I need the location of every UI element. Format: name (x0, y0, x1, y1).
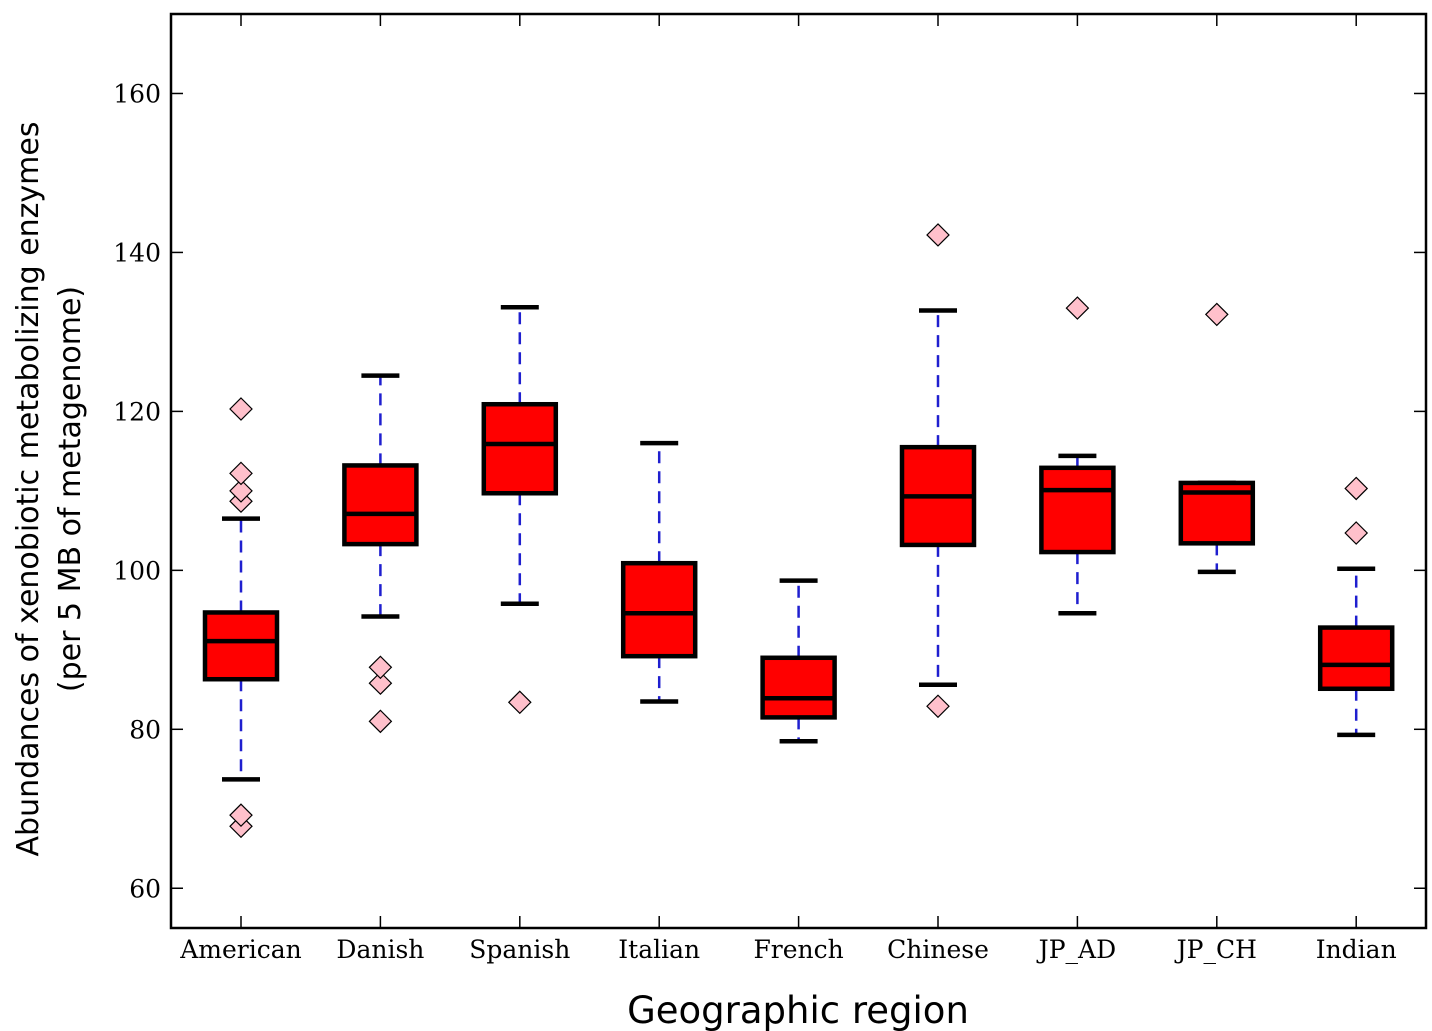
iqr-box (481, 401, 559, 496)
x-tick-label: JP_CH (1174, 935, 1257, 964)
outlier-point (368, 709, 393, 734)
x-tick-label: Indian (1316, 935, 1397, 964)
y-tick-label: 100 (113, 556, 161, 585)
box-danish (342, 373, 419, 734)
outlier-point (368, 655, 393, 680)
x-tick-label: Italian (618, 935, 700, 964)
iqr-box (202, 610, 280, 682)
x-tick-label: American (179, 935, 302, 964)
iqr-box (1317, 625, 1395, 692)
x-tick-label: JP_AD (1036, 935, 1116, 964)
outlier-point (229, 397, 253, 421)
iqr-box (1039, 465, 1116, 555)
x-tick-label: Spanish (469, 935, 570, 964)
outlier-point (229, 461, 253, 486)
outlier-point (1204, 302, 1229, 327)
iqr-box (620, 560, 698, 659)
outlier-point (1344, 521, 1369, 545)
box-french (760, 578, 837, 744)
outlier-point (229, 803, 253, 827)
y-tick-label: 120 (113, 397, 161, 426)
outlier-point (926, 223, 950, 247)
x-tick-label: Chinese (887, 935, 989, 964)
y-axis-title-line2: (per 5 MB of metagenome) (53, 286, 88, 692)
box-indian (1317, 476, 1395, 738)
iqr-box (760, 655, 837, 720)
outlier-point (507, 690, 532, 715)
x-tick-label: Danish (336, 935, 424, 964)
outlier-point (1065, 296, 1090, 320)
box-italian (620, 440, 698, 704)
y-axis-title: Abundances of xenobiotic metabolizing en… (11, 122, 46, 857)
iqr-box (342, 463, 419, 547)
plot-frame (169, 12, 1428, 930)
box-american (202, 397, 280, 839)
outlier-point (1344, 476, 1369, 501)
outlier-point (368, 671, 393, 696)
box-jp-ch (1178, 302, 1256, 575)
outlier-point (229, 479, 253, 503)
y-tick-label: 160 (113, 79, 161, 108)
x-axis-title: Geographic region (627, 989, 969, 1031)
box-chinese (899, 223, 977, 719)
x-tick-label: French (753, 935, 843, 964)
box-jp-ad (1039, 296, 1116, 616)
box-spanish (481, 305, 559, 715)
y-tick-label: 140 (113, 238, 161, 267)
outlier-point (926, 694, 950, 719)
y-tick-label: 60 (129, 874, 161, 903)
y-tick-label: 80 (129, 715, 161, 744)
